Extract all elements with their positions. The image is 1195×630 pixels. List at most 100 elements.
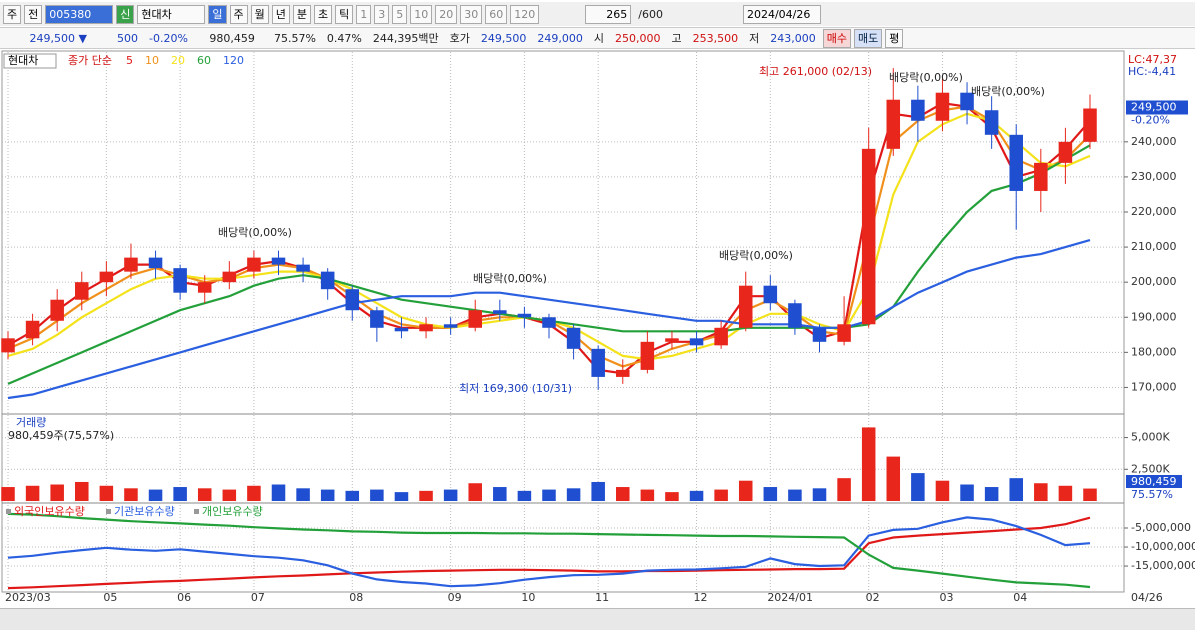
candle-body <box>542 317 556 328</box>
candle-body <box>370 310 384 328</box>
x-tick-label: 2023/03 <box>5 591 51 604</box>
count[interactable]: 265 <box>585 4 632 24</box>
rate: -0.20% <box>149 31 188 45</box>
toolbar: 주 전 005380 신 현대차 일 주 월 년 분 초 틱 1 3 5 10 … <box>0 2 1195 26</box>
prev[interactable]: 전 <box>24 4 43 24</box>
candle-body <box>763 285 778 304</box>
legend-entry: 외국인보유수량 <box>14 505 85 518</box>
legend-entry: 5 <box>126 54 133 67</box>
x-tick-label: 05 <box>103 591 117 604</box>
max: /600 <box>638 7 663 21</box>
legend-marker <box>6 509 11 514</box>
x-tick-label: 07 <box>251 591 265 604</box>
period[interactable]: 틱 <box>335 4 354 24</box>
period[interactable]: 주 <box>229 4 248 24</box>
market[interactable]: 주 <box>3 4 22 24</box>
open-label: 시 <box>593 32 604 45</box>
legend-entry: 120 <box>223 54 244 67</box>
volume: 980,459 <box>209 31 255 45</box>
candle-body <box>837 324 851 342</box>
period[interactable]: 초 <box>314 4 333 24</box>
bar <box>1009 478 1023 501</box>
panel-title: 거래량 <box>16 416 46 429</box>
candle-body <box>75 282 89 300</box>
bar <box>689 490 704 501</box>
interval[interactable]: 1 <box>356 4 372 24</box>
code[interactable]: 005380 <box>45 4 114 24</box>
scrollbar[interactable] <box>0 608 1195 630</box>
interval[interactable]: 10 <box>410 4 433 24</box>
candle-body <box>394 327 409 332</box>
candle-body <box>419 324 433 332</box>
candle-body <box>984 110 999 135</box>
interval[interactable]: 20 <box>435 4 458 24</box>
candle-body <box>591 348 605 377</box>
bar <box>99 485 114 501</box>
quote-bar: 249,500 ▼ 500 -0.20% 980,459 75.57% 0.47… <box>0 27 1195 49</box>
candle-body <box>812 327 827 342</box>
x-tick-label: 10 <box>521 591 535 604</box>
candle-body <box>566 327 581 349</box>
bar <box>861 427 876 501</box>
line-series <box>7 239 1091 400</box>
interval[interactable]: 3 <box>374 4 390 24</box>
bar <box>812 488 827 501</box>
candle-body <box>861 148 876 325</box>
bar <box>148 489 163 501</box>
period[interactable]: 일 <box>208 4 227 24</box>
candle-body <box>640 341 655 370</box>
bar <box>763 487 778 501</box>
date[interactable]: 2024/04/26 <box>742 4 821 24</box>
candle-body <box>1 338 15 353</box>
buy-button[interactable]: 매수 <box>822 28 851 48</box>
bar <box>886 456 901 501</box>
legend-box <box>3 53 57 69</box>
x-tick-label: 09 <box>448 591 462 604</box>
candle-body <box>468 310 482 328</box>
bar <box>468 483 482 501</box>
avg-button[interactable]: 평 <box>885 28 904 48</box>
y-tick-label: -5,000,000 <box>1131 521 1191 534</box>
candle-body <box>173 268 187 293</box>
new[interactable]: 신 <box>116 4 135 24</box>
interval[interactable]: 120 <box>510 4 540 24</box>
interval[interactable]: 5 <box>392 4 408 24</box>
candle-body <box>50 299 64 321</box>
bar <box>345 490 360 501</box>
candle-body <box>1034 162 1048 191</box>
legend-name: 현대차 <box>8 54 38 67</box>
bar <box>837 478 851 501</box>
bar <box>1083 488 1097 501</box>
legend-entry: 개인보유수량 <box>202 505 263 518</box>
candle-body <box>148 257 163 269</box>
y-tick-label: 2,500K <box>1131 462 1170 475</box>
x-tick-label: 02 <box>866 591 880 604</box>
interval[interactable]: 60 <box>485 4 508 24</box>
legend-marker <box>106 509 111 514</box>
period[interactable]: 월 <box>250 4 269 24</box>
candle-body <box>99 271 114 283</box>
period[interactable]: 분 <box>292 4 311 24</box>
candle-body <box>960 92 974 111</box>
y-tick-label: -10,000,000 <box>1131 540 1195 553</box>
ratio: 0.47% <box>326 31 362 45</box>
legend-entry: 기관보유수량 <box>114 505 175 518</box>
candle-body <box>714 327 728 346</box>
stock-name[interactable]: 현대차 <box>137 4 206 24</box>
period[interactable]: 년 <box>271 4 290 24</box>
y-tick-label: 5,000K <box>1131 431 1170 444</box>
bar <box>271 484 286 501</box>
bar <box>247 485 261 501</box>
candle-body <box>689 338 704 346</box>
candle-body <box>738 285 753 328</box>
sell-button[interactable]: 매도 <box>853 28 883 48</box>
annotation: 배당락(0,00%) <box>218 226 292 239</box>
candle-body <box>517 313 532 318</box>
candle-body <box>1083 108 1097 142</box>
candle-body <box>911 99 925 121</box>
candle-body <box>320 271 335 290</box>
amount: 244,395백만 <box>372 32 439 45</box>
bar <box>714 489 728 501</box>
last-volume-box <box>1126 475 1182 488</box>
interval[interactable]: 30 <box>460 4 483 24</box>
